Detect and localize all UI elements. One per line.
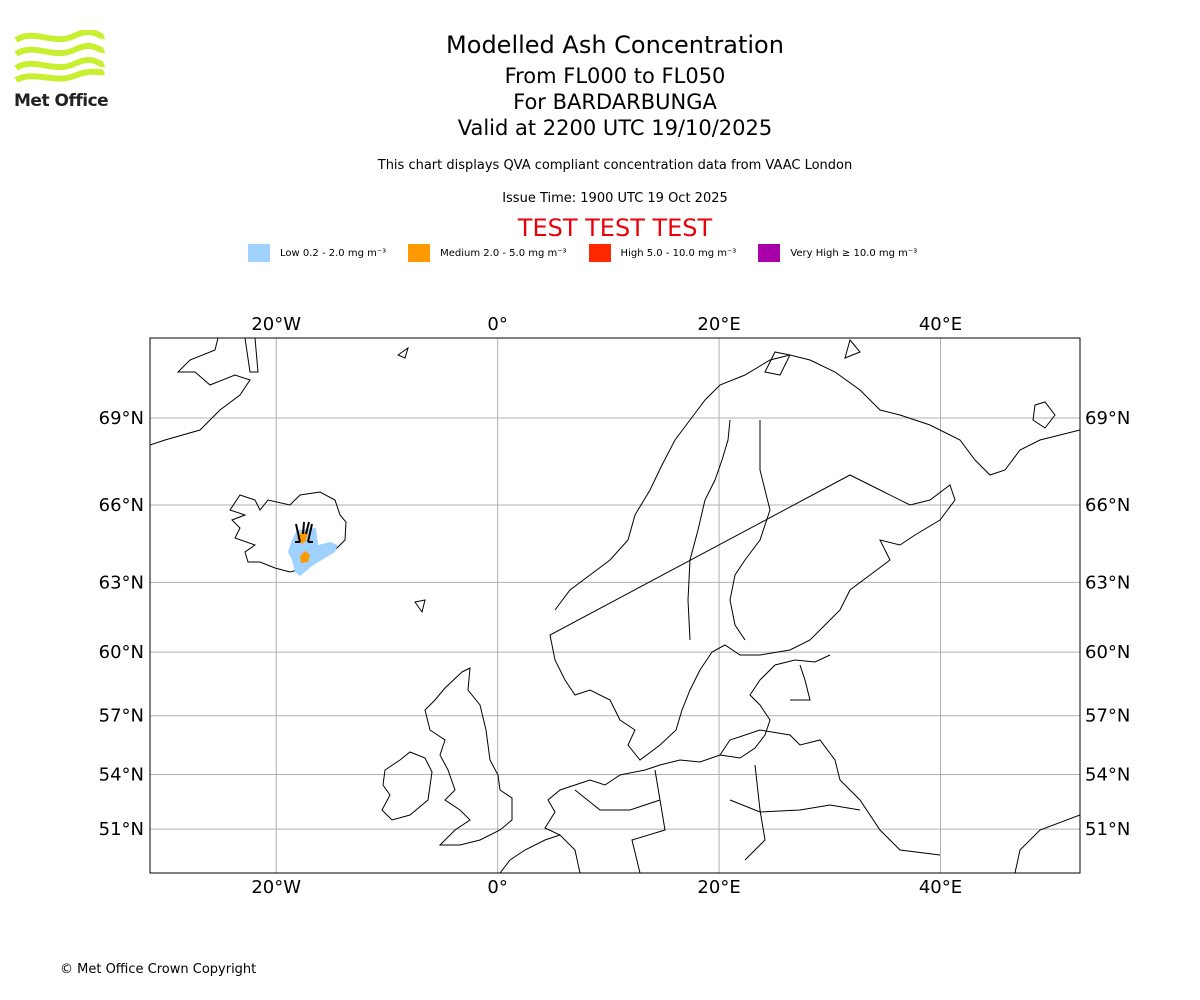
coastline-ireland (381, 751, 433, 821)
lat-tick-label: 60°N (99, 642, 144, 663)
map-frame (149, 337, 1081, 874)
lat-tick-label: 54°N (99, 764, 144, 785)
legend-label: Medium 2.0 - 5.0 mg m⁻³ (440, 247, 567, 259)
lat-tick-label: 63°N (99, 572, 144, 593)
lat-tick-label: 57°N (1085, 706, 1130, 727)
volcano-icon (295, 521, 313, 543)
graticule (150, 338, 1080, 873)
lat-tick-label: 69°N (99, 408, 144, 429)
coastlines (150, 338, 1080, 873)
legend-item-low: Low 0.2 - 2.0 mg m⁻³ (248, 244, 386, 262)
met-office-logo (14, 30, 106, 83)
legend-swatch (248, 244, 270, 262)
coastline-iceland (229, 491, 347, 573)
test-banner: TEST TEST TEST (517, 214, 713, 242)
lon-tick-label: 0° (487, 314, 507, 335)
coastline-greenland (150, 338, 259, 446)
ash-cloud (288, 521, 338, 576)
valid-time: Valid at 2200 UTC 19/10/2025 (457, 116, 773, 140)
lat-tick-label: 60°N (1085, 642, 1130, 663)
legend-swatch (758, 244, 781, 262)
ash-low-region (288, 528, 338, 576)
logo-text: Met Office (14, 91, 109, 111)
chart-title: Modelled Ash Concentration (446, 31, 784, 59)
lat-tick-label: 63°N (1085, 572, 1130, 593)
lon-tick-label: 20°E (697, 314, 740, 335)
subtitle: This chart displays QVA compliant concen… (377, 158, 853, 173)
coastline-bothnia (687, 419, 771, 641)
lon-tick-label: 40°E (919, 314, 962, 335)
legend-item-medium: Medium 2.0 - 5.0 mg m⁻³ (408, 244, 567, 262)
lat-tick-label: 57°N (99, 706, 144, 727)
lat-tick-label: 51°N (1085, 819, 1130, 840)
lon-tick-label: 20°W (251, 314, 301, 335)
axis-ticks: 20°W 20°W 0° 0° 20°E 20°E 40°E 40°E 69°N 69°N 66°N… (99, 314, 1131, 898)
coastline-europe (499, 654, 831, 873)
lat-tick-label: 69°N (1085, 408, 1130, 429)
legend-item-high: High 5.0 - 10.0 mg m⁻³ (588, 244, 737, 262)
lon-tick-label: 0° (487, 877, 507, 898)
copyright: © Met Office Crown Copyright (60, 962, 257, 977)
lat-tick-label: 51°N (99, 819, 144, 840)
legend-item-very-high: Very High ≥ 10.0 mg m⁻³ (758, 244, 917, 262)
lat-tick-label: 54°N (1085, 764, 1130, 785)
coastline-scandinavia (549, 354, 1080, 761)
lon-tick-label: 20°W (251, 877, 301, 898)
legend-swatch (408, 244, 431, 262)
ash-medium-region (300, 551, 310, 563)
border-lines (574, 664, 1080, 873)
legend-label: Very High ≥ 10.0 mg m⁻³ (790, 247, 918, 259)
legend-swatch (588, 244, 611, 262)
legend: Low 0.2 - 2.0 mg m⁻³ Medium 2.0 - 5.0 mg… (248, 244, 939, 262)
coastline-britain (424, 667, 513, 846)
lon-tick-label: 40°E (919, 877, 962, 898)
lat-tick-label: 66°N (99, 495, 144, 516)
legend-label: Low 0.2 - 2.0 mg m⁻³ (280, 247, 387, 259)
lat-tick-label: 66°N (1085, 495, 1130, 516)
legend-label: High 5.0 - 10.0 mg m⁻³ (620, 247, 737, 259)
issue-time: Issue Time: 1900 UTC 19 Oct 2025 (502, 191, 728, 206)
flight-levels: From FL000 to FL050 (504, 64, 726, 88)
lon-tick-label: 20°E (697, 877, 740, 898)
volcano-name: For BARDARBUNGA (513, 90, 717, 114)
